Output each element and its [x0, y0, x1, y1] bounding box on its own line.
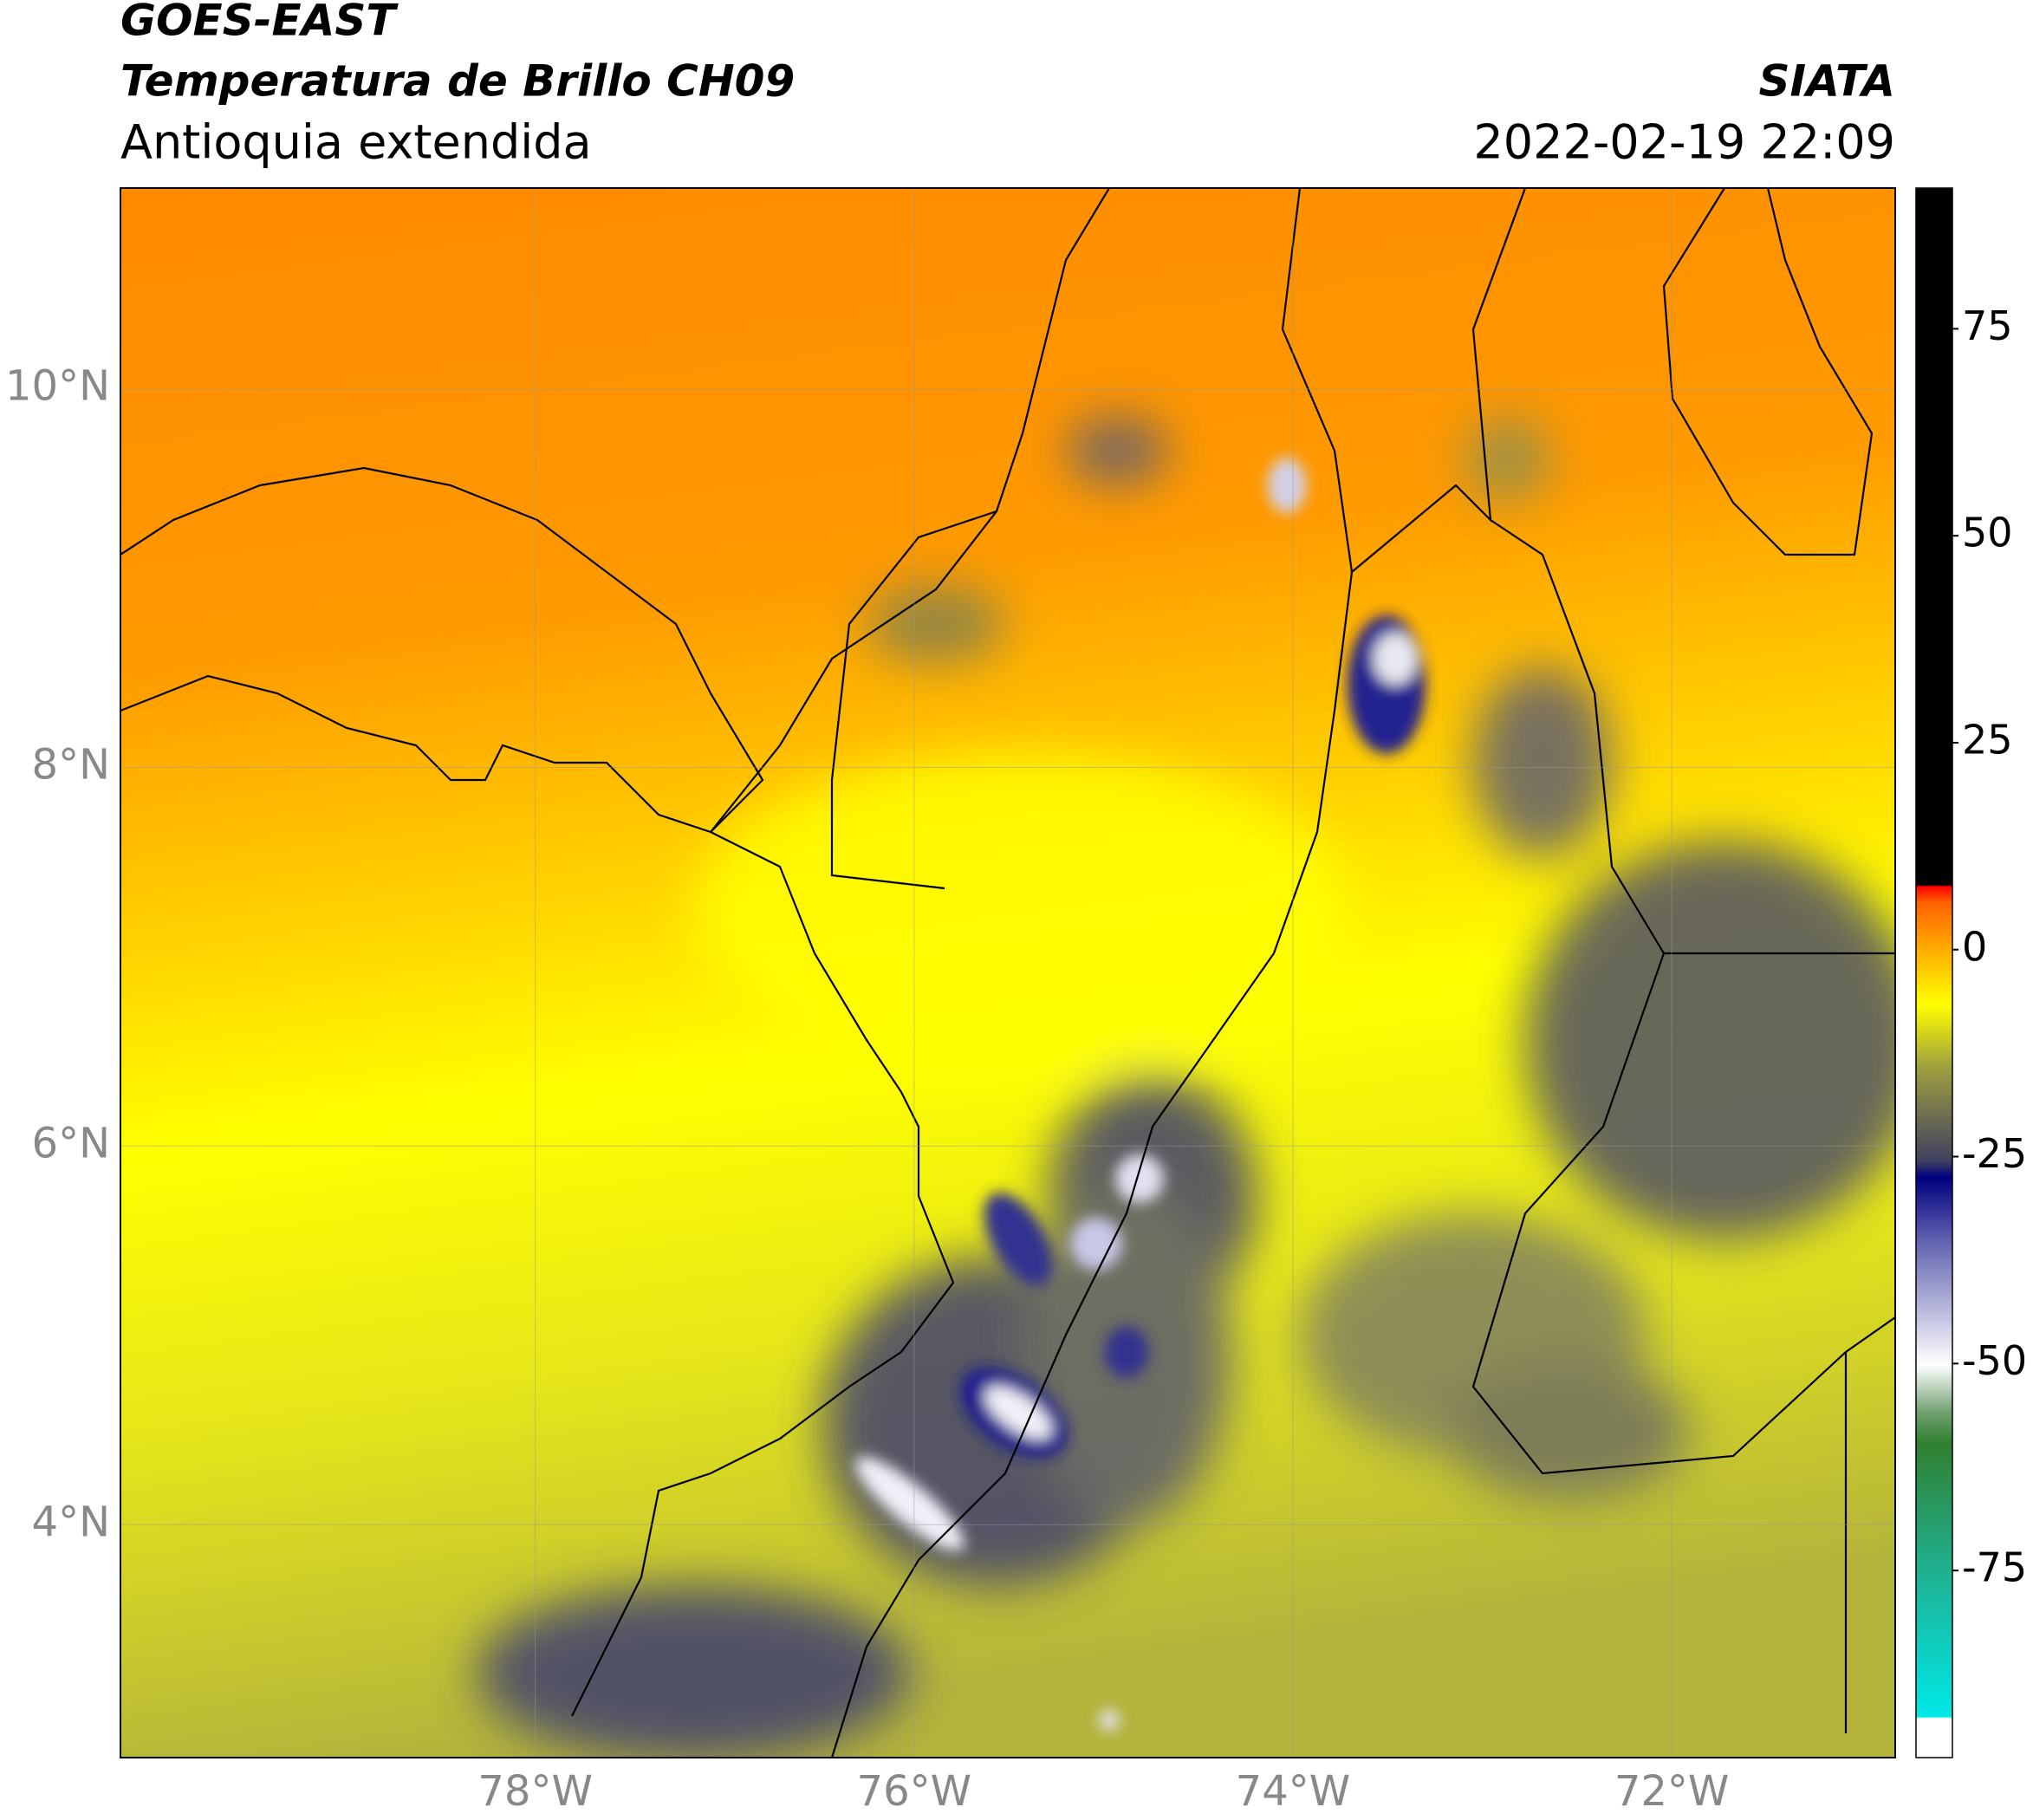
map-image: [120, 188, 1895, 1758]
x-tick-label: 76°W: [857, 1767, 972, 1816]
grid: [120, 188, 1895, 1758]
y-tick-label: 6°N: [32, 1119, 110, 1167]
colorbar-tick-label: -75: [1962, 1544, 2027, 1591]
x-tick-label: 78°W: [477, 1767, 593, 1816]
colorbar-tick-label: 25: [1962, 716, 2013, 763]
y-tick-label: 8°N: [32, 740, 110, 789]
y-tick-label: 4°N: [32, 1498, 110, 1546]
colorbar-tick-label: 0: [1962, 923, 1987, 970]
colorbar-tick-label: 50: [1962, 510, 2013, 556]
datetime: 2022-02-19 22:09: [1473, 115, 1895, 170]
title: GOES-EAST: [120, 0, 399, 46]
colorbar: [1915, 187, 1953, 1758]
region: Antioquia extendida: [120, 115, 592, 170]
subtitle: Temperatura de Brillo CH09: [120, 56, 795, 107]
map-frame: [120, 187, 1896, 1758]
colorbar-tick-label: 75: [1962, 302, 2013, 349]
source: SIATA: [1759, 56, 1895, 107]
x-tick-label: 72°W: [1614, 1767, 1730, 1816]
colorbar-tick-label: -50: [1962, 1337, 2027, 1384]
colorbar-tick-label: -25: [1962, 1130, 2027, 1177]
x-tick-label: 74°W: [1236, 1767, 1351, 1816]
y-tick-label: 10°N: [5, 362, 110, 411]
